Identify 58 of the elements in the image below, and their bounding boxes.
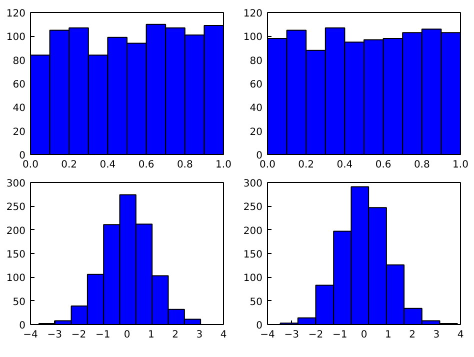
y-tick-label: 40 [12, 103, 26, 114]
x-tick-label: 3 [433, 330, 440, 340]
y-tick-label: 300 [243, 178, 263, 190]
x-tick-label: 0.2 [61, 160, 78, 170]
x-tick-label: 1 [148, 330, 154, 340]
y-tick-label: 250 [243, 202, 263, 214]
y-tick-label: 20 [250, 126, 263, 138]
y-tick-label: 60 [250, 80, 263, 90]
x-tick-label: 2 [172, 330, 178, 340]
y-tick-label: 80 [250, 56, 263, 67]
x-tick-label: 1 [384, 330, 392, 340]
x-tick-label: 0.2 [298, 160, 314, 170]
x-tick-label: 1.0 [452, 160, 468, 170]
x-tick-label: 0.6 [375, 160, 392, 170]
y-tick-label: 50 [250, 296, 263, 308]
x-tick-label: −1 [96, 330, 110, 340]
x-tick-label: 0 [360, 330, 368, 340]
x-tick-label: 4 [220, 330, 227, 340]
y-tick-label: 200 [243, 226, 263, 237]
y-tick-label: 0 [256, 320, 263, 332]
y-tick-label: 150 [6, 250, 26, 260]
y-tick-label: 100 [243, 32, 263, 44]
y-tick-label: 80 [12, 56, 26, 67]
y-tick-label: 60 [12, 80, 26, 90]
y-tick-label: 40 [250, 103, 263, 114]
x-tick-label: 0.8 [414, 160, 430, 170]
x-tick-label: 0.0 [22, 160, 38, 170]
x-tick-label: 2 [409, 330, 416, 340]
x-tick-label: 4 [457, 330, 464, 340]
x-tick-label: 0.4 [100, 160, 116, 170]
x-tick-label: 0.4 [336, 160, 353, 170]
x-tick-label: 0.6 [138, 160, 154, 170]
x-tick-label: −4 [260, 330, 275, 340]
y-tick-label: 0 [19, 320, 26, 332]
y-tick-label: 0 [19, 150, 26, 162]
y-tick-label: 100 [6, 273, 26, 284]
y-tick-label: 100 [243, 273, 263, 284]
y-tick-label: 0 [256, 150, 263, 162]
y-tick-label: 20 [12, 126, 26, 138]
y-tick-label: 120 [243, 8, 263, 20]
x-tick-label: −1 [332, 330, 348, 340]
x-tick-label: 1.0 [216, 160, 232, 170]
x-tick-label: −2 [308, 330, 324, 340]
y-tick-label: 120 [6, 8, 26, 20]
x-tick-label: 0 [124, 330, 130, 340]
y-tick-label: 300 [6, 178, 26, 190]
x-tick-label: −3 [284, 330, 300, 340]
y-tick-label: 250 [6, 202, 26, 214]
y-tick-label: 150 [243, 250, 263, 260]
x-tick-label: −2 [71, 330, 86, 340]
x-tick-label: 3 [196, 330, 203, 340]
y-tick-label: 200 [6, 226, 26, 237]
x-tick-label: −4 [23, 330, 38, 340]
y-tick-label: 100 [6, 32, 26, 44]
x-tick-label: 0.8 [176, 160, 193, 170]
x-tick-label: 0.0 [260, 160, 276, 170]
y-tick-label: 50 [12, 296, 26, 308]
x-tick-label: −3 [47, 330, 62, 340]
